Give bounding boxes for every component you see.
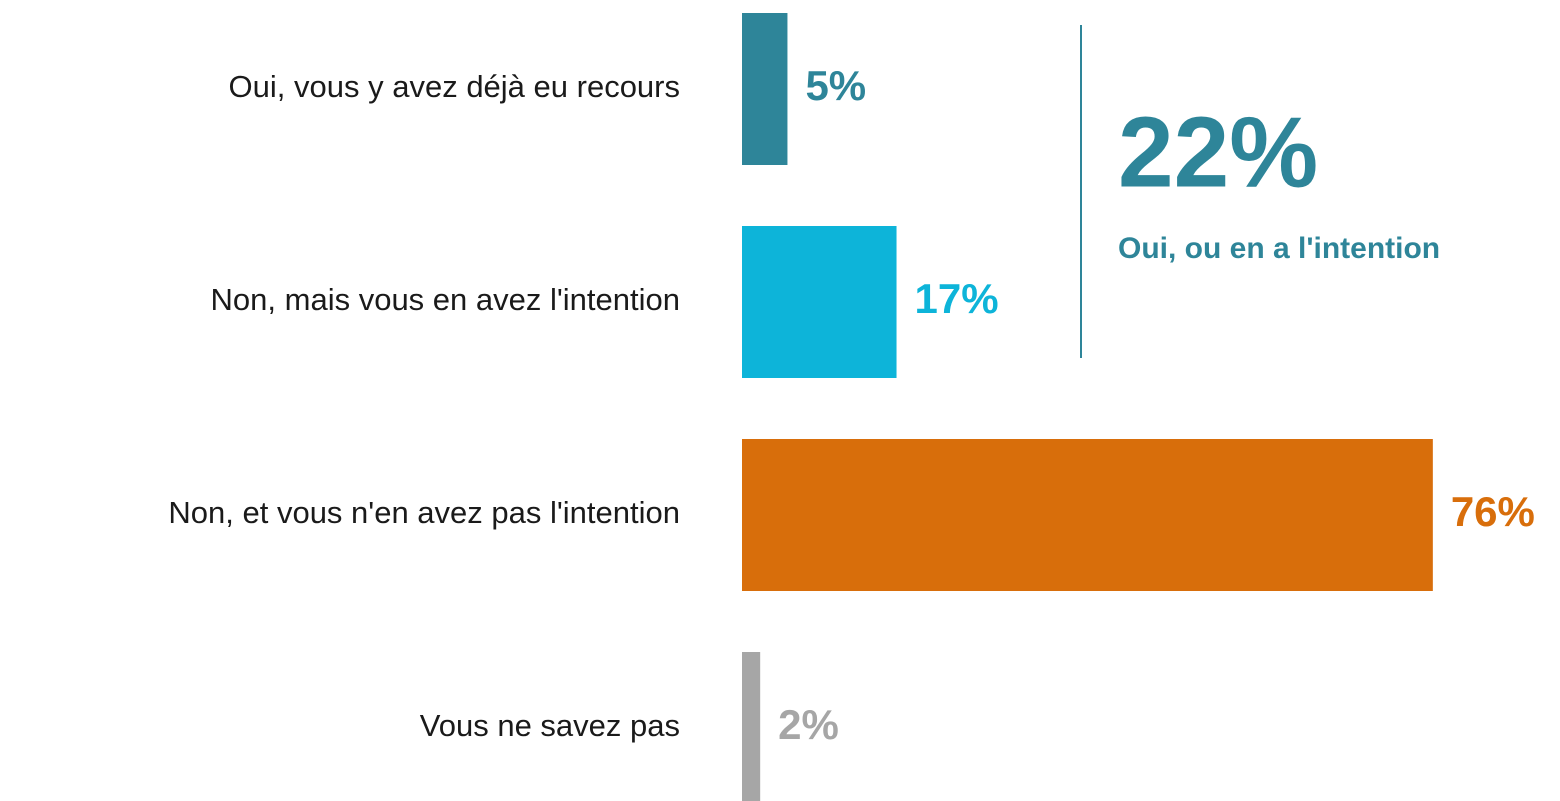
annotation-value: 22% <box>1118 96 1318 208</box>
bar <box>742 652 761 801</box>
value-label: 17% <box>915 275 999 322</box>
category-label: Non, et vous n'en avez pas l'intention <box>168 495 680 530</box>
bar <box>742 439 1433 591</box>
bar <box>742 226 897 378</box>
value-label: 2% <box>778 701 839 748</box>
category-label: Oui, vous y avez déjà eu recours <box>229 69 680 104</box>
bar <box>742 13 788 165</box>
category-label: Non, mais vous en avez l'intention <box>211 282 680 317</box>
annotation-text: Oui, ou en a l'intention <box>1118 232 1440 265</box>
value-label: 76% <box>1451 488 1535 535</box>
value-label: 5% <box>805 62 866 109</box>
category-label: Vous ne savez pas <box>420 708 680 743</box>
